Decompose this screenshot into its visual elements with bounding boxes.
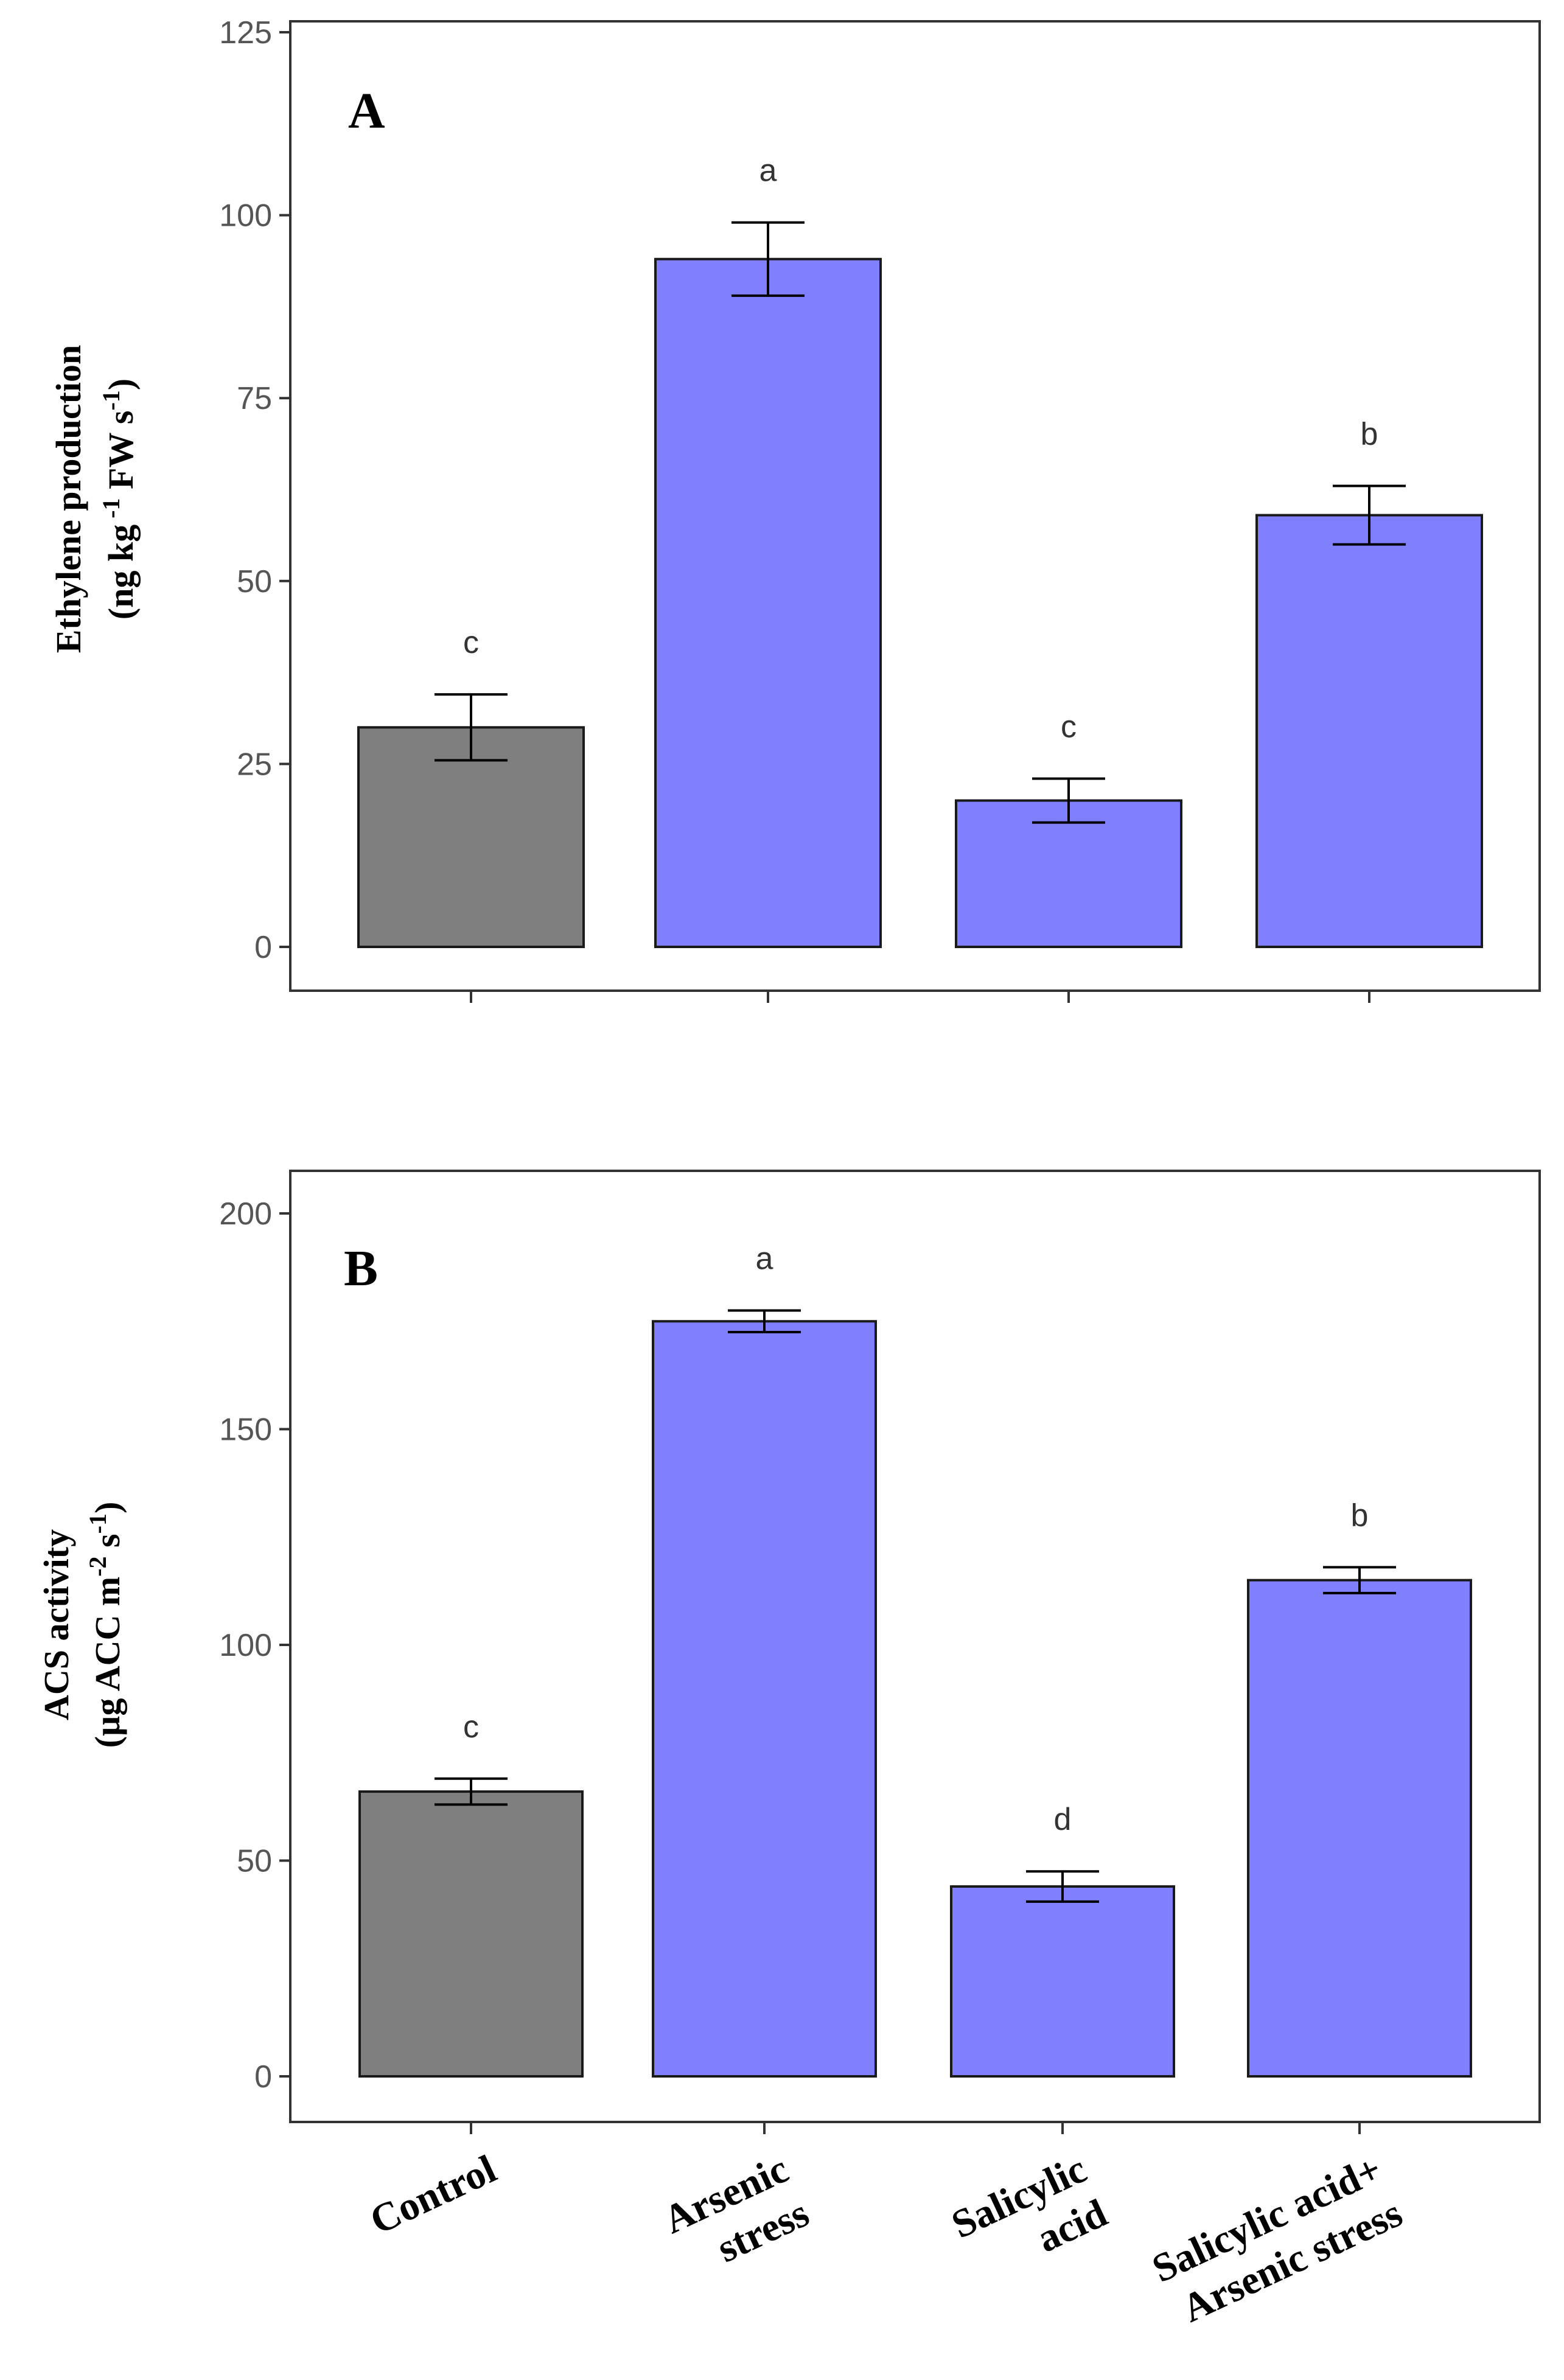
y-tick-label-a-125: 125 — [219, 15, 272, 51]
significance-letter-b-1: c — [463, 1709, 479, 1745]
y-axis-label-a-line2: (ng kg -1 FW s-1) — [97, 379, 141, 619]
significance-letter-b-3: d — [1054, 1802, 1072, 1837]
y-tick-label-a-25: 25 — [237, 747, 272, 782]
significance-letter-b-4: b — [1351, 1498, 1369, 1533]
significance-letter-a-2: a — [759, 153, 777, 189]
y-tick-label-a-0: 0 — [254, 930, 272, 965]
y-axis-label-b-line1: ACS activity — [37, 1529, 76, 1720]
error-bar-b-2 — [728, 1309, 801, 1333]
bar-b-1 — [358, 1790, 584, 2078]
significance-letter-a-3: c — [1061, 709, 1077, 744]
y-tick-label-a-100: 100 — [219, 198, 272, 234]
significance-letter-b-2: a — [756, 1241, 773, 1277]
error-bar-a-2 — [731, 221, 805, 297]
x-category-label-4: Salicylic acid+Arsenic stress — [1145, 2146, 1409, 2335]
panel-b-chart: 0 50 100 150 200 c a d b B ACS activity (µg ACC m-2… — [37, 1170, 1541, 2134]
y-tick-label-a-75: 75 — [237, 381, 272, 416]
y-tick-label-b-150: 150 — [219, 1412, 272, 1448]
error-bar-a-1 — [435, 693, 508, 762]
error-bar-b-3 — [1026, 1870, 1099, 1903]
y-axis-label-b-line2: (µg ACC m-2 s-1) — [84, 1502, 127, 1748]
y-tick-label-a-50: 50 — [237, 564, 272, 599]
significance-letter-a-1: c — [463, 625, 479, 660]
error-bar-b-4 — [1323, 1566, 1396, 1594]
y-axis-label-a-line1: Ethylene production — [49, 345, 88, 654]
panel-label-b: B — [344, 1240, 378, 1297]
y-tick-label-b-0: 0 — [254, 2059, 272, 2095]
y-tick-label-b-100: 100 — [219, 1628, 272, 1663]
bar-a-2 — [654, 257, 882, 948]
x-category-label-3: Salicylicacid — [945, 2146, 1114, 2291]
y-tick-label-b-200: 200 — [219, 1196, 272, 1232]
bar-b-2 — [652, 1320, 877, 2078]
bar-a-4 — [1255, 514, 1483, 948]
x-category-label-1: Control — [363, 2146, 503, 2243]
bar-b-4 — [1247, 1579, 1472, 2078]
bar-a-3 — [955, 799, 1182, 949]
x-category-labels: Control Arsenicstress Salicylicacid Salicyl… — [363, 2146, 1409, 2335]
error-bar-a-3 — [1032, 777, 1105, 824]
panel-a-chart: 0 25 50 75 100 125 c a c b A Ethylene production (ng… — [49, 15, 1541, 1003]
significance-letter-a-4: b — [1361, 416, 1378, 452]
error-bar-a-4 — [1333, 484, 1406, 546]
panel-label-a: A — [348, 83, 385, 139]
error-bar-b-1 — [435, 1777, 508, 1806]
x-category-label-2: Arsenicstress — [657, 2146, 815, 2286]
y-tick-label-b-50: 50 — [237, 1844, 272, 1879]
bar-b-3 — [950, 1885, 1175, 2078]
bar-a-1 — [357, 726, 585, 949]
